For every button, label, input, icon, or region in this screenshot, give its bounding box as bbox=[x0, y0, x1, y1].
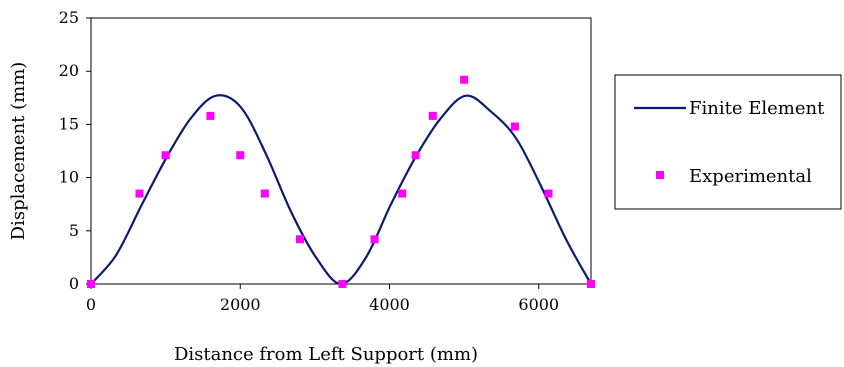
experimental-point bbox=[260, 189, 269, 198]
y-tick-label: 15 bbox=[59, 114, 79, 133]
y-axis-label: Displacement (mm) bbox=[8, 62, 29, 241]
experimental-point bbox=[398, 189, 407, 198]
x-axis-label: Distance from Left Support (mm) bbox=[174, 344, 478, 365]
legend-box bbox=[614, 74, 842, 210]
experimental-point bbox=[135, 189, 144, 198]
y-tick-label: 0 bbox=[69, 274, 79, 293]
experimental-point bbox=[161, 151, 170, 160]
y-tick-label: 20 bbox=[59, 61, 79, 80]
experimental-point bbox=[206, 111, 215, 120]
legend-experimental-label: Experimental bbox=[689, 166, 812, 187]
experimental-point bbox=[411, 151, 420, 160]
experimental-point bbox=[428, 111, 437, 120]
experimental-point bbox=[510, 122, 519, 131]
y-axis-ticks: 0 5 10 15 20 25 bbox=[59, 8, 91, 293]
x-axis-ticks: 0 2000 4000 6000 bbox=[86, 284, 559, 314]
y-tick-label: 10 bbox=[59, 168, 79, 187]
y-tick-label: 5 bbox=[69, 221, 79, 240]
experimental-point bbox=[460, 75, 469, 84]
x-tick-label: 6000 bbox=[518, 295, 559, 314]
x-tick-label: 4000 bbox=[369, 295, 410, 314]
legend: Finite Element Experimental bbox=[614, 74, 842, 210]
experimental-point bbox=[370, 235, 379, 244]
experimental-point bbox=[338, 280, 347, 288]
experimental-point bbox=[544, 189, 553, 198]
plot-area bbox=[90, 17, 592, 285]
x-tick-label: 0 bbox=[86, 295, 96, 314]
legend-finite-element-label: Finite Element bbox=[689, 98, 825, 119]
experimental-point bbox=[236, 151, 245, 160]
experimental-point bbox=[87, 280, 95, 288]
y-tick-label: 25 bbox=[59, 8, 79, 27]
series-layer bbox=[87, 75, 595, 288]
x-tick-label: 2000 bbox=[220, 295, 261, 314]
experimental-point bbox=[587, 280, 595, 288]
experimental-point bbox=[295, 235, 304, 244]
legend-experimental-marker bbox=[656, 171, 664, 179]
